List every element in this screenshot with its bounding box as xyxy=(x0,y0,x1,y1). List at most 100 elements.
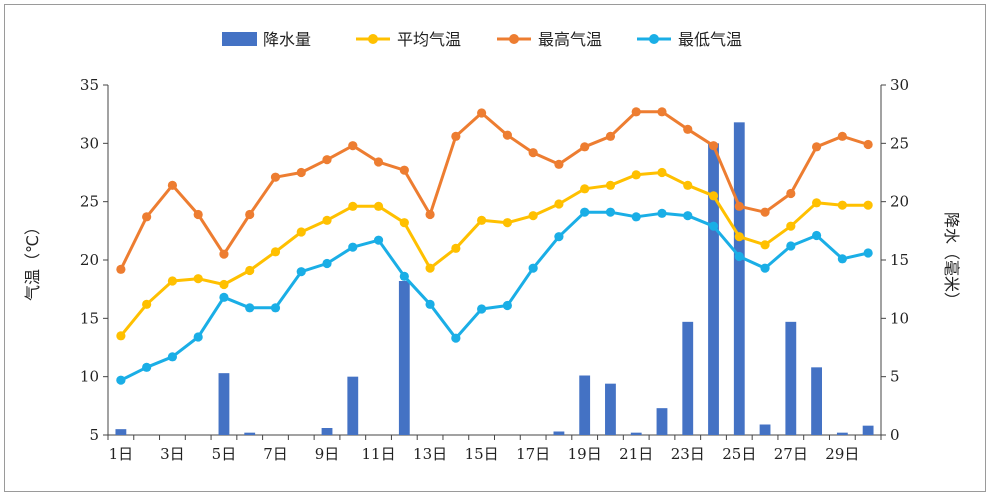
avg-temp-point xyxy=(528,211,538,221)
min-temp-point xyxy=(116,375,126,385)
legend-swatch xyxy=(222,32,257,46)
y-left-tick-label: 5 xyxy=(89,426,99,444)
min-temp-point xyxy=(167,352,178,362)
chart-frame xyxy=(4,4,986,492)
min-temp-point xyxy=(760,263,770,273)
min-temp-point xyxy=(425,299,435,309)
y-left-tick-label: 20 xyxy=(80,251,99,269)
avg-temp-point xyxy=(605,180,616,190)
avg-temp-point xyxy=(451,243,461,253)
min-temp-point xyxy=(837,254,847,264)
legend-item: 最低气温 xyxy=(637,30,742,49)
max-temp-point xyxy=(580,142,590,152)
precip-bar xyxy=(579,375,591,435)
legend-item: 降水量 xyxy=(222,30,311,49)
avg-temp-point xyxy=(116,331,126,341)
avg-temp-point xyxy=(193,274,203,284)
x-tick-label: 19日 xyxy=(568,445,602,463)
avg-temp-point xyxy=(219,279,229,290)
avg-temp-point xyxy=(811,198,822,208)
x-tick-label: 7日 xyxy=(263,445,288,463)
legend: 降水量 平均气温 最高气温 最低气温 xyxy=(222,30,742,49)
y-right-tick-label: 20 xyxy=(890,193,909,211)
avg-temp-point xyxy=(167,276,178,286)
min-temp-point xyxy=(811,230,822,241)
min-temp-point xyxy=(142,362,152,372)
max-temp-point xyxy=(219,249,229,259)
min-temp-point xyxy=(528,263,538,273)
avg-temp-point xyxy=(348,201,358,211)
max-temp-point xyxy=(528,148,538,158)
x-tick-label: 27日 xyxy=(774,445,808,463)
max-temp-point xyxy=(760,207,770,217)
max-temp-point xyxy=(657,107,667,117)
max-temp-point xyxy=(502,130,512,140)
precip-bar xyxy=(553,431,565,435)
max-temp-point xyxy=(683,124,693,134)
min-temp-point xyxy=(786,241,796,251)
max-temp-point xyxy=(296,167,306,178)
avg-temp-point xyxy=(554,199,564,209)
max-temp-point xyxy=(605,131,616,141)
legend-marker xyxy=(649,34,659,44)
precip-bars xyxy=(115,122,874,436)
avg-temp-point xyxy=(580,184,590,194)
min-temp-point xyxy=(683,211,693,221)
avg-temp-point xyxy=(708,191,719,201)
x-tick-label: 5日 xyxy=(212,445,237,463)
max-temp-point xyxy=(811,142,822,152)
avg-temp-point xyxy=(657,167,667,178)
avg-temp-point xyxy=(322,215,332,225)
avg-temp-point xyxy=(296,227,306,237)
avg-temp-line xyxy=(119,171,869,337)
precip-bar xyxy=(244,432,256,435)
min-temp-point xyxy=(554,232,564,242)
max-temp-point xyxy=(554,159,564,169)
max-temp-point xyxy=(477,108,487,118)
temperature-lines xyxy=(116,107,873,385)
precip-bar xyxy=(321,428,333,435)
precip-bar xyxy=(708,143,719,436)
y-left-axis-title: 气温（℃） xyxy=(23,219,42,301)
min-temp-point xyxy=(348,242,358,252)
max-temp-line xyxy=(119,110,869,270)
max-temp-point xyxy=(348,141,358,151)
y-right-tick-label: 15 xyxy=(890,251,909,269)
avg-temp-point xyxy=(373,201,384,211)
min-temp-point xyxy=(580,207,590,217)
precip-bar xyxy=(682,321,694,435)
max-temp-point xyxy=(142,212,152,222)
avg-temp-point xyxy=(477,215,487,225)
precip-bar xyxy=(759,424,771,435)
precip-bar xyxy=(785,321,797,435)
min-temp-point xyxy=(296,267,306,277)
max-temp-point xyxy=(322,155,332,165)
min-temp-point xyxy=(657,208,667,218)
min-temp-point xyxy=(708,221,719,231)
x-tick-label: 11日 xyxy=(362,445,396,463)
precip-bar xyxy=(115,429,127,435)
min-temp-point xyxy=(373,235,384,245)
x-tick-label: 23日 xyxy=(671,445,705,463)
precip-bar xyxy=(836,432,848,435)
precip-bar xyxy=(656,408,668,435)
avg-temp-point xyxy=(142,299,152,309)
avg-temp-point xyxy=(270,247,281,257)
x-tick-label: 21日 xyxy=(619,445,653,463)
y-right-tick-label: 30 xyxy=(890,76,909,94)
y-right-tick-label: 0 xyxy=(890,426,900,444)
legend-item: 最高气温 xyxy=(497,30,602,49)
min-temp-point xyxy=(863,248,873,258)
max-temp-point xyxy=(399,165,409,175)
avg-temp-point xyxy=(863,200,873,210)
x-tick-label: 25日 xyxy=(722,445,756,463)
precip-bar xyxy=(733,122,745,435)
min-temp-point xyxy=(399,271,409,281)
y-left-tick-label: 25 xyxy=(80,193,99,211)
legend-label: 最高气温 xyxy=(538,30,602,49)
max-temp-point xyxy=(245,209,255,220)
avg-temp-point xyxy=(837,200,847,210)
precip-bar xyxy=(811,367,822,435)
avg-temp-point xyxy=(631,170,641,180)
